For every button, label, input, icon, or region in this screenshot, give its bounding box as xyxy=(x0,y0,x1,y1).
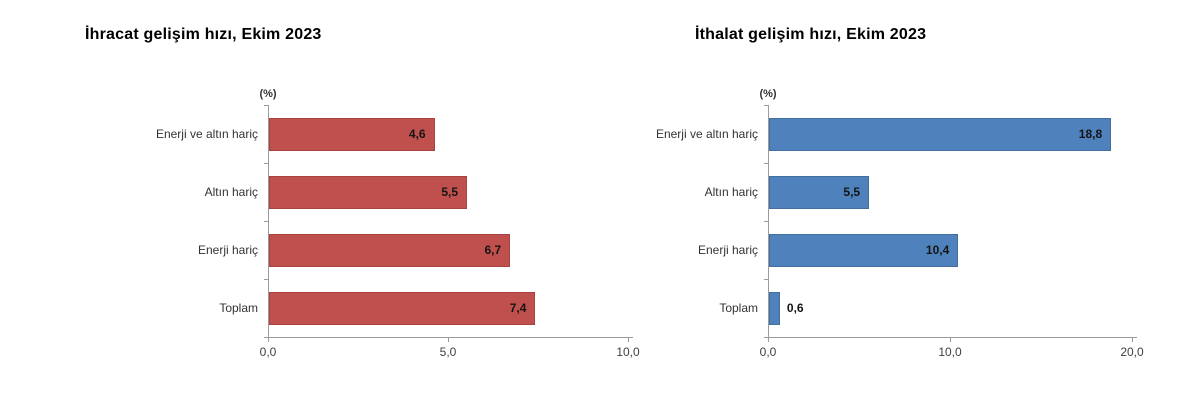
y-axis-tick xyxy=(764,279,768,280)
bar-value-label: 18,8 xyxy=(1078,127,1103,141)
category-label: Enerji hariç xyxy=(197,243,258,257)
y-axis-tick xyxy=(764,163,768,164)
imports-chart: İthalat gelişim hızı, Ekim 2023 (%) Enerj… xyxy=(640,25,1177,379)
x-tick-label: 0,0 xyxy=(759,345,777,359)
y-axis-line xyxy=(768,105,769,337)
x-tick-label: 5,0 xyxy=(439,345,457,359)
x-axis-line xyxy=(768,337,1137,338)
category-label: Enerji ve altın hariç xyxy=(155,127,258,141)
y-axis-tick xyxy=(264,105,268,106)
bar-value-label: 5,5 xyxy=(843,185,861,199)
bar-value-label: 0,6 xyxy=(786,301,804,315)
x-axis-tick xyxy=(768,337,769,342)
y-axis-tick xyxy=(264,221,268,222)
bar-value-label: 4,6 xyxy=(408,127,426,141)
bar-value-label: 7,4 xyxy=(509,301,527,315)
bar: 4,6 xyxy=(269,117,435,151)
bar: 5,5 xyxy=(769,175,870,209)
exports-chart: İhracat gelişim hızı, Ekim 2023 (%) Enerj… xyxy=(85,25,673,379)
y-axis-line xyxy=(268,105,269,337)
x-axis-tick xyxy=(950,337,951,342)
category-label: Toplam xyxy=(219,301,258,315)
y-axis-tick xyxy=(264,279,268,280)
y-axis-tick xyxy=(764,105,768,106)
bar: 7,4 xyxy=(269,291,536,325)
x-axis-tick xyxy=(268,337,269,342)
y-axis-tick xyxy=(264,337,268,338)
bar-value-label: 6,7 xyxy=(484,243,502,257)
x-axis-tick xyxy=(628,337,629,342)
category-label: Altın hariç xyxy=(704,185,758,199)
x-tick-label: 0,0 xyxy=(259,345,277,359)
bar: 5,5 xyxy=(269,175,467,209)
category-label: Toplam xyxy=(719,301,758,315)
bar-value-label: 5,5 xyxy=(441,185,458,199)
y-axis-tick xyxy=(764,337,768,338)
x-axis-tick xyxy=(448,337,449,342)
x-axis-line xyxy=(268,337,633,338)
x-axis-tick xyxy=(1132,337,1133,342)
x-tick-label: 10,0 xyxy=(938,345,962,359)
imports-chart-title: İthalat gelişim hızı, Ekim 2023 xyxy=(695,26,927,43)
bar: 10,4 xyxy=(769,233,959,267)
imports-plot: (%) Enerji ve altın hariç 18,8 Altın hariç 5… xyxy=(640,87,1177,379)
bar: 18,8 xyxy=(769,117,1112,151)
unit-label: (%) xyxy=(259,88,277,100)
exports-chart-title: İhracat gelişim hızı, Ekim 2023 xyxy=(85,26,322,43)
bar-value-label: 10,4 xyxy=(925,243,950,257)
x-tick-label: 10,0 xyxy=(616,345,640,359)
bar: 6,7 xyxy=(269,233,511,267)
y-axis-tick xyxy=(764,221,768,222)
category-label: Enerji hariç xyxy=(697,243,758,257)
y-axis-tick xyxy=(264,163,268,164)
exports-plot: (%) Enerji ve altın hariç 4,6 Altın hariç 5,… xyxy=(85,87,673,379)
category-label: Enerji ve altın hariç xyxy=(655,127,758,141)
bar xyxy=(769,291,780,325)
unit-label: (%) xyxy=(759,88,777,100)
category-label: Altın hariç xyxy=(204,185,258,199)
x-tick-label: 20,0 xyxy=(1120,345,1144,359)
